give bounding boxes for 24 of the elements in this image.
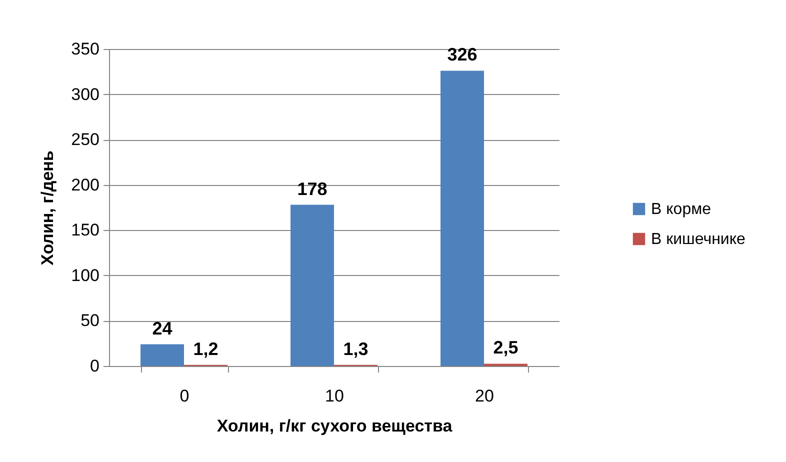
legend-label: В корме — [651, 201, 712, 218]
bar — [440, 70, 484, 366]
y-axis-title: Холин, г/день — [38, 150, 58, 266]
y-tick-label: 0 — [90, 356, 100, 376]
data-label: 24 — [152, 318, 172, 338]
y-tick-label: 250 — [71, 130, 100, 150]
y-tick-label: 150 — [71, 220, 100, 240]
data-label: 1,2 — [193, 338, 218, 359]
data-label: 2,5 — [493, 338, 518, 358]
data-label: 1,3 — [343, 338, 368, 359]
y-tick-label: 350 — [71, 40, 100, 58]
x-axis-title: Холин, г/кг сухого вещества — [216, 416, 453, 436]
y-tick-label: 300 — [71, 84, 100, 104]
y-tick-label: 100 — [71, 266, 100, 285]
legend-label: В кишечнике — [651, 231, 746, 248]
x-tick-label: 0 — [180, 386, 190, 406]
data-label: 326 — [447, 44, 478, 65]
bar — [140, 344, 184, 366]
x-tick-label: 10 — [325, 386, 344, 406]
y-tick-label: 200 — [71, 175, 100, 194]
data-label: 178 — [297, 178, 328, 199]
bar — [290, 204, 334, 366]
x-tick-label: 20 — [475, 386, 494, 406]
y-tick-label: 50 — [80, 311, 100, 330]
